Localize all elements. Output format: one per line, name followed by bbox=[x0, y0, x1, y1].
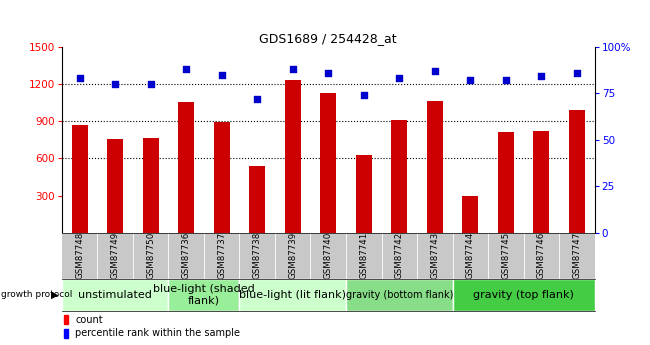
Bar bbox=[168, 279, 239, 311]
Bar bbox=[178, 102, 194, 233]
Text: unstimulated: unstimulated bbox=[78, 290, 152, 300]
Point bbox=[359, 92, 369, 98]
Point bbox=[465, 77, 476, 83]
Text: growth protocol: growth protocol bbox=[1, 290, 72, 299]
Text: GSM87738: GSM87738 bbox=[253, 231, 262, 279]
Bar bbox=[107, 139, 123, 233]
Bar bbox=[498, 132, 514, 233]
Text: gravity (bottom flank): gravity (bottom flank) bbox=[346, 290, 453, 300]
Bar bbox=[239, 279, 346, 311]
Text: GSM87740: GSM87740 bbox=[324, 231, 333, 279]
Bar bbox=[452, 279, 595, 311]
Text: ▶: ▶ bbox=[51, 290, 58, 300]
Point bbox=[287, 66, 298, 72]
Bar bbox=[64, 328, 68, 338]
Bar bbox=[214, 122, 229, 233]
Point bbox=[500, 77, 511, 83]
Point bbox=[146, 81, 156, 87]
Bar bbox=[142, 138, 159, 233]
Text: percentile rank within the sample: percentile rank within the sample bbox=[75, 328, 240, 338]
Text: GSM87744: GSM87744 bbox=[466, 231, 475, 279]
Point bbox=[74, 76, 85, 81]
Text: count: count bbox=[75, 315, 103, 325]
Bar bbox=[569, 110, 585, 233]
Bar bbox=[320, 92, 336, 233]
Point bbox=[252, 96, 263, 101]
Text: GSM87750: GSM87750 bbox=[146, 231, 155, 279]
Text: GSM87743: GSM87743 bbox=[430, 231, 439, 279]
Bar bbox=[427, 101, 443, 233]
Bar bbox=[534, 131, 549, 233]
Bar bbox=[249, 166, 265, 233]
Bar bbox=[285, 80, 301, 233]
Text: GSM87736: GSM87736 bbox=[181, 231, 190, 279]
Text: gravity (top flank): gravity (top flank) bbox=[473, 290, 574, 300]
Text: GSM87741: GSM87741 bbox=[359, 231, 369, 279]
Text: GSM87742: GSM87742 bbox=[395, 231, 404, 279]
Text: GSM87749: GSM87749 bbox=[111, 232, 120, 279]
Point bbox=[394, 76, 404, 81]
Text: GSM87746: GSM87746 bbox=[537, 231, 546, 279]
Point bbox=[536, 73, 547, 79]
Text: GSM87748: GSM87748 bbox=[75, 231, 84, 279]
Bar bbox=[356, 155, 372, 233]
Point bbox=[110, 81, 120, 87]
Text: blue-light (shaded
flank): blue-light (shaded flank) bbox=[153, 284, 255, 306]
Point bbox=[572, 70, 582, 76]
Point bbox=[216, 72, 227, 77]
Text: GSM87739: GSM87739 bbox=[288, 232, 297, 279]
Bar bbox=[72, 125, 88, 233]
Title: GDS1689 / 254428_at: GDS1689 / 254428_at bbox=[259, 32, 397, 46]
Point bbox=[430, 68, 440, 73]
Bar bbox=[64, 315, 68, 324]
Point bbox=[323, 70, 333, 76]
Point bbox=[181, 66, 191, 72]
Bar bbox=[62, 279, 168, 311]
Text: GSM87747: GSM87747 bbox=[573, 231, 582, 279]
Bar bbox=[462, 196, 478, 233]
Text: GSM87737: GSM87737 bbox=[217, 231, 226, 279]
Text: GSM87745: GSM87745 bbox=[501, 231, 510, 279]
Bar bbox=[391, 120, 408, 233]
Text: blue-light (lit flank): blue-light (lit flank) bbox=[239, 290, 346, 300]
Bar bbox=[346, 279, 452, 311]
